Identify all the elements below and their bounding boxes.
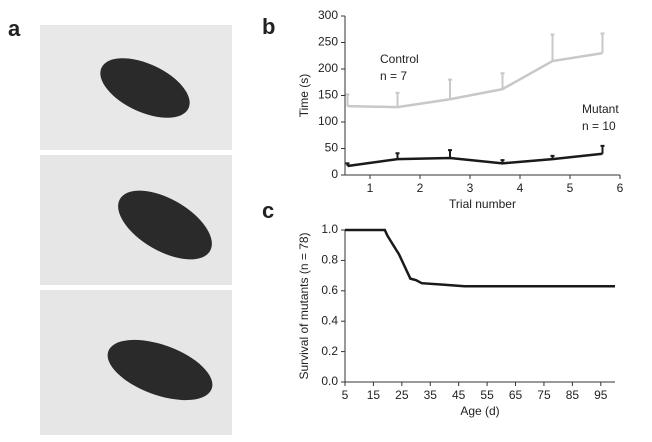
legend-label: Control xyxy=(380,52,419,66)
legend-label: Mutant xyxy=(582,102,619,116)
error-bar xyxy=(550,154,555,160)
x-tick-label: 1 xyxy=(367,181,374,195)
x-axis-label: Age (d) xyxy=(460,404,499,418)
mouse xyxy=(107,339,213,401)
x-tick-label: 95 xyxy=(594,388,608,402)
error-bar xyxy=(550,33,555,62)
annotation: n = 7 xyxy=(380,69,407,83)
x-tick-label: 45 xyxy=(452,388,466,402)
panel-label: b xyxy=(262,14,275,39)
line xyxy=(347,51,603,109)
y-axis-label: Time (s) xyxy=(297,74,311,118)
y-tick-label: 150 xyxy=(318,88,338,102)
y-tick-label: 0 xyxy=(331,167,338,181)
error-bar xyxy=(600,32,605,54)
x-tick-label: 75 xyxy=(537,388,551,402)
error-bar xyxy=(345,93,350,107)
x-tick-label: 35 xyxy=(424,388,438,402)
x-tick-label: 55 xyxy=(480,388,494,402)
x-tick-label: 85 xyxy=(566,388,580,402)
y-tick-label: 0.0 xyxy=(321,374,338,388)
x-tick-label: 6 xyxy=(617,181,624,195)
y-axis-label: Survival of mutants (n = 78) xyxy=(297,232,311,379)
y-tick-label: 0.2 xyxy=(321,344,338,358)
y-tick-label: 250 xyxy=(318,35,338,49)
x-tick-label: 65 xyxy=(509,388,523,402)
error-bar xyxy=(395,152,400,160)
y-tick-label: 0.4 xyxy=(321,313,338,327)
mouse xyxy=(100,58,190,118)
y-tick-label: 1.0 xyxy=(321,222,338,236)
x-tick-label: 3 xyxy=(467,181,474,195)
mouse xyxy=(118,190,212,260)
y-tick-label: 0.8 xyxy=(321,253,338,267)
photos xyxy=(40,25,232,435)
y-tick-label: 100 xyxy=(318,114,338,128)
y-tick-label: 50 xyxy=(325,141,339,155)
x-tick-label: 5 xyxy=(567,181,574,195)
error-bar xyxy=(600,144,605,154)
error-bar xyxy=(500,159,505,164)
y-tick-label: 300 xyxy=(318,8,338,22)
x-tick-label: 5 xyxy=(342,388,349,402)
survival-line xyxy=(345,228,615,288)
y-tick-label: 0.6 xyxy=(321,283,338,297)
error-bar xyxy=(345,162,350,166)
x-axis-label: Trial number xyxy=(449,197,516,211)
panel-label: c xyxy=(262,198,274,223)
x-tick-label: 25 xyxy=(395,388,409,402)
panel-label: a xyxy=(8,16,21,41)
error-bar xyxy=(500,72,505,90)
error-bar xyxy=(395,91,400,108)
x-tick-label: 2 xyxy=(417,181,424,195)
x-tick-label: 15 xyxy=(367,388,381,402)
error-bar xyxy=(448,78,452,100)
y-tick-label: 200 xyxy=(318,61,338,75)
x-tick-label: 4 xyxy=(517,181,524,195)
annotation: n = 10 xyxy=(582,119,616,133)
line xyxy=(347,152,603,168)
error-bar xyxy=(448,149,452,159)
